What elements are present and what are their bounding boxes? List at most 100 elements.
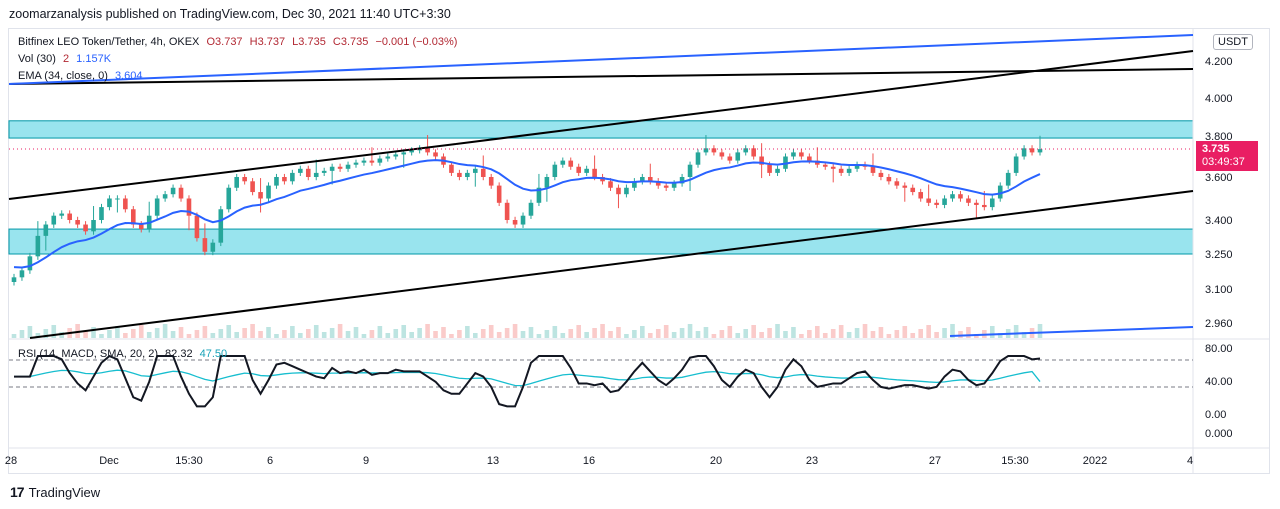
candle-body [202, 238, 208, 252]
volume-bar [687, 324, 693, 338]
volume-bar [313, 325, 319, 338]
ema-polyline [13, 159, 1041, 269]
candle-body [305, 168, 311, 177]
candle-body [266, 185, 271, 199]
volume-bar [838, 325, 844, 338]
candle-body [560, 160, 566, 165]
candle-body [138, 224, 144, 230]
volume-bar [210, 333, 216, 338]
volume-bar [647, 333, 653, 338]
volume-bar [576, 325, 581, 338]
volume-bar [743, 329, 749, 338]
volume-bar [266, 327, 271, 338]
candle-body [719, 152, 725, 157]
candle-body [504, 202, 510, 220]
volume-bar [544, 330, 550, 338]
ohlc-open: O3.737 [206, 36, 243, 48]
volume-bar [282, 330, 287, 338]
price-tick-label: 2.960 [1205, 318, 1233, 330]
volume-bar [1037, 324, 1043, 338]
volume-label: Vol (30) [18, 53, 56, 65]
candle-body [353, 162, 359, 165]
candle-body [433, 152, 438, 157]
volume-bar [751, 325, 756, 338]
candle-body [886, 177, 892, 182]
volume-bar [807, 330, 812, 338]
volume-bar [862, 324, 868, 338]
candle-body [854, 164, 860, 169]
volume-bar [146, 332, 152, 338]
volume-bar [600, 324, 605, 338]
candle-body [663, 185, 669, 188]
volume-bar [433, 331, 438, 338]
ohlc-low: L3.735 [292, 36, 326, 48]
volume-bar [385, 333, 391, 338]
time-tick-label: 27 [929, 455, 941, 467]
candle-body [123, 198, 128, 210]
volume-bar [926, 325, 931, 338]
candle-body [942, 198, 947, 205]
candle-body [234, 177, 239, 188]
volume-bar [799, 334, 804, 338]
candle-body [616, 187, 621, 195]
zone-0 [8, 120, 1194, 139]
candle-body [154, 198, 160, 216]
volume-bar [783, 331, 788, 338]
candle-body [27, 256, 33, 271]
volume-bar [480, 329, 486, 338]
candle-body [966, 198, 971, 203]
candle-body [592, 168, 597, 177]
volume-bar [528, 327, 534, 338]
volume-bar [107, 330, 112, 338]
candle-body [162, 194, 168, 199]
volume-bar [695, 331, 701, 338]
bar-countdown: 03:49:37 [1202, 156, 1245, 168]
candle-body [385, 156, 391, 159]
volume-bar [250, 324, 255, 338]
candle-body [488, 177, 494, 186]
candle-body [1037, 149, 1043, 153]
volume-bar [488, 325, 494, 338]
volume-bar [592, 328, 597, 338]
axes: 4.200 4.000 3.800 3.600 3.400 3.250 3.100 2.960… [5, 56, 1233, 467]
volume-bar [496, 332, 502, 338]
candle-body [11, 277, 17, 282]
candle-body [878, 172, 884, 177]
volume-bar [815, 326, 820, 338]
volume-bar [504, 328, 510, 338]
candle-body [250, 181, 255, 193]
blue-trend-line [8, 34, 1194, 85]
volume-bar [441, 327, 446, 338]
volume-bar [290, 326, 295, 338]
volume-bar [671, 332, 677, 338]
candle-body [830, 166, 836, 169]
candle-body [393, 154, 399, 157]
candle-body [449, 164, 454, 173]
candle-body [703, 148, 709, 153]
candle-body [791, 152, 796, 157]
candle-body [274, 177, 279, 186]
candle-body [67, 213, 72, 220]
candle-body [902, 185, 908, 188]
symbol-name: Bitfinex LEO Token/Tether, 4h, OKEX [18, 36, 200, 48]
candle-body [608, 181, 613, 188]
candle-body [799, 152, 804, 157]
rsi-tick-label: 0.000 [1205, 428, 1233, 440]
candle-body [1005, 172, 1011, 186]
volume-bar [1021, 332, 1027, 338]
volume-bar [298, 333, 303, 338]
volume-bar [115, 326, 120, 338]
candle-body [1021, 148, 1027, 157]
candle-body [59, 213, 65, 216]
symbol-legend: Bitfinex LEO Token/Tether, 4h, OKEX O3.7… [18, 36, 461, 48]
rsi-pane [14, 354, 1041, 408]
candle-body [115, 198, 120, 200]
price-tick-label: 3.250 [1205, 249, 1233, 261]
volume-value-a: 2 [62, 53, 70, 65]
currency-button[interactable]: USDT [1213, 34, 1253, 50]
candle-body [345, 164, 351, 169]
time-tick-label: 6 [267, 455, 273, 467]
time-tick-label: 15:30 [175, 455, 203, 467]
footer-brand[interactable]: 17 TradingView [10, 484, 100, 500]
